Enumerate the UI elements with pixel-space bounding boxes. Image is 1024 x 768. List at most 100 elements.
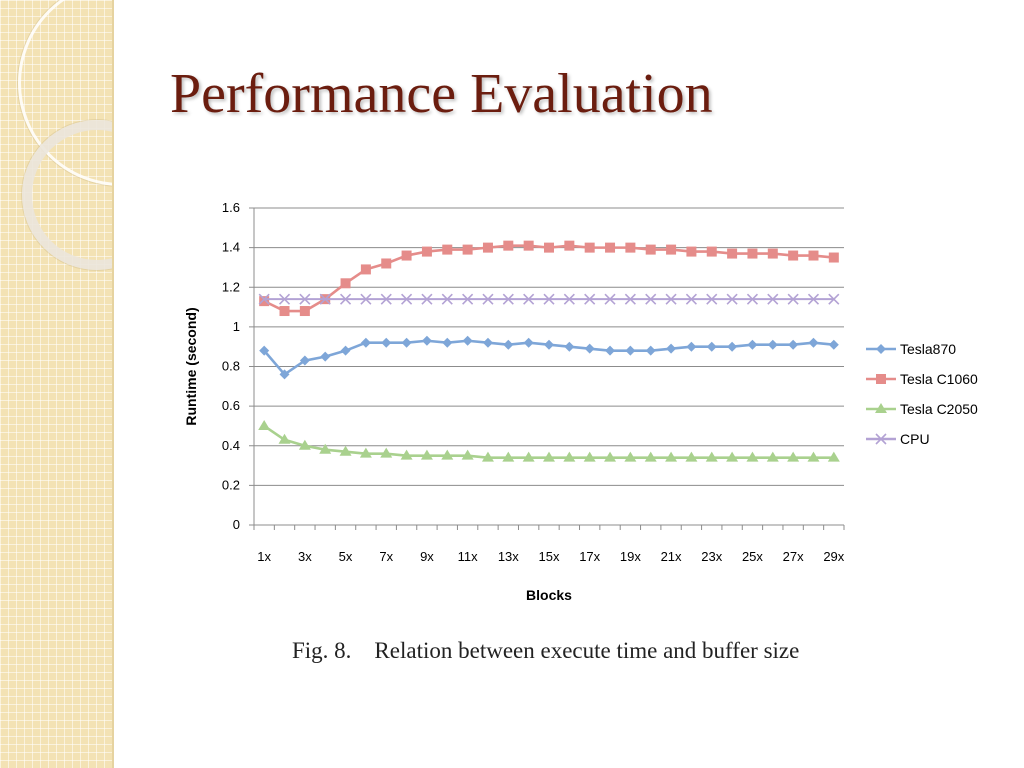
x-tick-label: 25x [742, 549, 763, 564]
data-point [279, 306, 290, 317]
data-point [726, 451, 739, 462]
data-point [442, 337, 453, 348]
data-point [421, 246, 432, 257]
x-tick-label: 5x [339, 549, 353, 564]
data-point [401, 293, 413, 305]
legend-label: Tesla870 [900, 341, 956, 357]
data-point [747, 248, 758, 259]
data-point [502, 451, 515, 462]
y-tick-label: 1.2 [222, 279, 240, 294]
data-point [788, 339, 799, 350]
data-point [644, 451, 657, 462]
data-point [258, 293, 270, 305]
data-point [319, 293, 331, 305]
data-point [605, 242, 616, 253]
data-point [747, 339, 758, 350]
data-point [827, 451, 840, 462]
data-point [584, 293, 596, 305]
data-point [645, 293, 657, 305]
data-point [604, 293, 616, 305]
data-point [462, 244, 473, 255]
data-point [482, 293, 494, 305]
figure-caption: Fig. 8. Relation between execute time an… [292, 638, 800, 663]
y-tick-label: 0.6 [222, 398, 240, 413]
data-point [726, 293, 738, 305]
data-point [564, 240, 575, 251]
legend-marker [876, 344, 886, 354]
x-tick-label: 17x [579, 549, 600, 564]
data-point [746, 293, 759, 305]
data-point [481, 451, 494, 462]
data-point [544, 339, 554, 350]
data-point [360, 337, 371, 348]
y-tick-label: 1.6 [222, 200, 240, 215]
data-point [523, 337, 534, 348]
data-point [686, 341, 697, 352]
data-point [503, 240, 514, 251]
data-point [746, 451, 759, 462]
data-point [624, 293, 636, 305]
data-point [624, 451, 637, 462]
data-point [421, 335, 432, 346]
data-point [543, 451, 555, 462]
data-point [605, 345, 616, 356]
x-tick-label: 13x [498, 549, 519, 564]
x-tick-label: 7x [379, 549, 393, 564]
data-point [543, 293, 555, 305]
data-point [645, 244, 656, 255]
slide-title: Performance Evaluation [170, 63, 713, 125]
y-tick-label: 0.2 [222, 477, 240, 492]
data-point [666, 343, 677, 354]
data-point [645, 345, 656, 356]
data-point [258, 419, 271, 430]
data-point [807, 451, 820, 462]
data-point [767, 248, 778, 259]
data-point [381, 258, 392, 269]
data-point [340, 278, 351, 289]
data-point [299, 306, 310, 317]
x-tick-label: 1x [257, 549, 271, 564]
legend-marker [875, 433, 887, 445]
data-point [685, 451, 698, 462]
data-point [441, 293, 453, 305]
x-tick-label: 3x [298, 549, 312, 564]
data-point [563, 451, 576, 462]
data-point [462, 335, 473, 346]
data-point [787, 451, 800, 462]
data-point [563, 293, 575, 305]
data-point [360, 264, 371, 275]
data-point [420, 449, 433, 460]
data-point [706, 293, 718, 305]
data-point [705, 451, 718, 462]
runtime-line-chart: 0 0.2 0.4 0.6 0.8 1 1.2 1.4 1.6 1x 3x 5x 7x 9x 11x 13x 1… [178, 192, 998, 612]
x-tick-label: 27x [783, 549, 804, 564]
data-point [807, 293, 820, 305]
data-point [706, 341, 717, 352]
data-point [727, 341, 738, 352]
data-point [421, 293, 433, 305]
y-tick-label: 1 [233, 319, 240, 334]
data-point [604, 451, 617, 462]
data-point [380, 293, 392, 305]
legend-label: Tesla C2050 [900, 401, 978, 417]
data-point [278, 433, 291, 444]
data-point [727, 248, 738, 259]
data-point [544, 242, 554, 253]
data-point [279, 369, 290, 380]
x-tick-label: 19x [620, 549, 641, 564]
data-point [583, 451, 596, 462]
legend-marker [875, 403, 887, 413]
data-point [625, 345, 636, 356]
x-tick-label: 23x [701, 549, 722, 564]
y-tick-label: 0.8 [222, 359, 240, 374]
y-tick-label: 1.4 [222, 240, 240, 255]
x-tick-label: 21x [661, 549, 682, 564]
data-point [828, 252, 839, 263]
data-point [278, 293, 291, 305]
decorative-side-strip [0, 0, 114, 768]
data-point [665, 293, 677, 305]
data-point [788, 250, 799, 261]
decorative-ring [22, 120, 112, 270]
data-point [706, 246, 717, 257]
data-point [685, 293, 697, 305]
